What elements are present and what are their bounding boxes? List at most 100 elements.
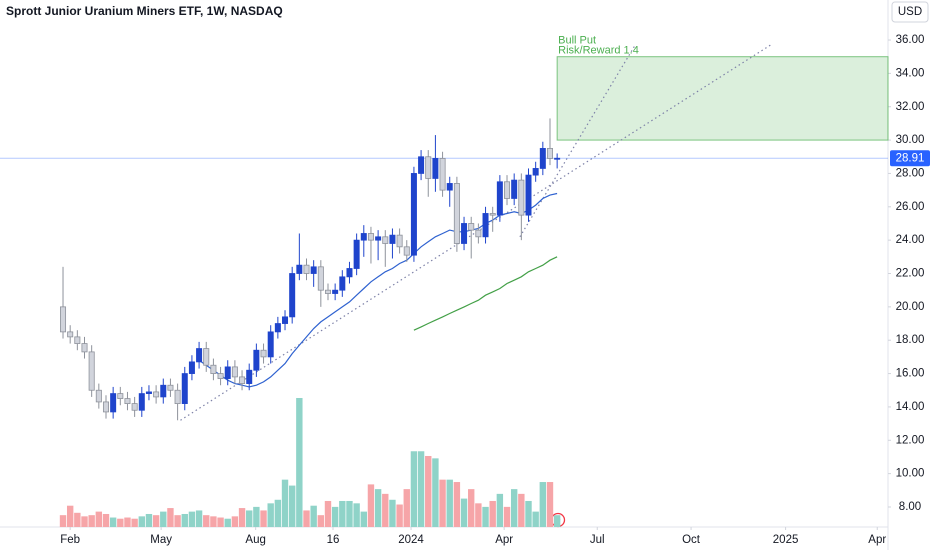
candle-body (145, 391, 152, 394)
candle-body (60, 306, 67, 333)
trendline (519, 44, 636, 238)
candle-body (231, 366, 238, 378)
candle-body (303, 264, 310, 274)
candle-body (181, 373, 188, 404)
x-tick-label: May (150, 534, 172, 546)
volume-bar (460, 498, 468, 527)
volume-bar (360, 511, 367, 527)
candle-body (389, 234, 396, 244)
chart-title: Sprott Junior Uranium Miners ETF, 1W, NA… (6, 4, 283, 18)
x-tick-label: Oct (682, 534, 701, 546)
volume-bar (238, 508, 246, 527)
candle-body (518, 179, 525, 216)
volume-bar (88, 515, 95, 527)
volume-bar (403, 489, 410, 527)
position-zone (556, 56, 889, 141)
volume-bar (503, 506, 511, 527)
y-tick-label: 10.00 (896, 468, 925, 480)
candle-body (224, 366, 231, 379)
candle-body (375, 236, 382, 241)
volume-bar (145, 513, 153, 527)
position-note: Risk/Reward 1.4 (558, 45, 639, 57)
candle-body (360, 233, 367, 241)
y-tick-label: 36.00 (896, 34, 925, 46)
volume-bar (296, 398, 303, 527)
volume-bar (553, 515, 561, 527)
volume-bar (74, 512, 81, 527)
candle-body (367, 233, 374, 241)
candle-body (539, 148, 546, 169)
volume-bar (217, 517, 224, 527)
y-tick-label: 22.00 (896, 268, 925, 280)
x-tick-label: Apr (495, 534, 513, 546)
volume-bar (152, 515, 160, 527)
candle-body (81, 343, 88, 353)
candle-body (532, 168, 539, 176)
volume-bar (231, 516, 239, 527)
last-price-label: 28.91 (896, 152, 925, 164)
candle-body (504, 181, 511, 199)
volume-bar (195, 510, 203, 527)
candle-body (196, 348, 203, 363)
x-tick-label: Feb (60, 534, 80, 546)
candle-body (67, 331, 74, 338)
candle-body (418, 156, 425, 174)
volume-bar (417, 451, 425, 527)
candle-body (260, 349, 267, 358)
candle-body (425, 156, 432, 179)
candle-body (453, 183, 460, 244)
y-tick-label: 24.00 (896, 234, 925, 246)
volume-bar (188, 511, 196, 527)
y-tick-label: 30.00 (896, 134, 925, 146)
candle-body (554, 157, 561, 160)
volume-bar (339, 500, 346, 527)
y-tick-label: 20.00 (896, 301, 925, 313)
candle-body (239, 376, 246, 384)
volume-bar (66, 505, 74, 527)
volume-bar (353, 503, 360, 527)
volume-bar (374, 489, 382, 527)
volume-bar (496, 493, 504, 527)
volume-bar (410, 451, 418, 527)
candle-body (339, 276, 346, 291)
candle-body (525, 174, 532, 216)
volume-bar (310, 505, 317, 527)
volume-bar (425, 455, 432, 527)
candle-body (160, 384, 167, 398)
x-tick-label: Jul (590, 534, 605, 546)
candle-body (496, 181, 503, 216)
y-tick-label: 14.00 (896, 401, 925, 413)
x-tick-label: 2025 (773, 534, 799, 546)
candle-body (174, 389, 181, 404)
volume-bar (432, 458, 439, 527)
volume-bar (160, 511, 167, 527)
y-tick-label: 16.00 (896, 368, 925, 380)
candle-body (124, 398, 131, 404)
x-tick-label: Aug (245, 534, 265, 546)
y-tick-label: 8.00 (899, 501, 921, 513)
candle-body (382, 236, 389, 244)
volume-bar (317, 515, 325, 527)
volume-bar (346, 500, 353, 527)
candle-body (475, 229, 482, 238)
candle-body (217, 373, 224, 379)
volume-bar (382, 493, 389, 527)
volume-bar (367, 484, 375, 527)
volume-bar (475, 503, 482, 527)
currency: USD (898, 6, 922, 18)
currency-box[interactable] (891, 1, 929, 23)
candle-body (210, 364, 217, 374)
x-tick-label: 16 (327, 534, 340, 546)
volume-bar (210, 516, 217, 527)
candle-body (403, 246, 410, 256)
volume-bar (396, 504, 403, 527)
volume-bar (539, 482, 547, 527)
candle-body (353, 239, 360, 269)
volume-bar (181, 513, 188, 527)
volume-bar (525, 500, 532, 527)
candle-body (138, 393, 145, 411)
volume-bar (59, 515, 67, 527)
volume-bar (274, 499, 282, 527)
position-label: Bull Put (558, 35, 596, 47)
